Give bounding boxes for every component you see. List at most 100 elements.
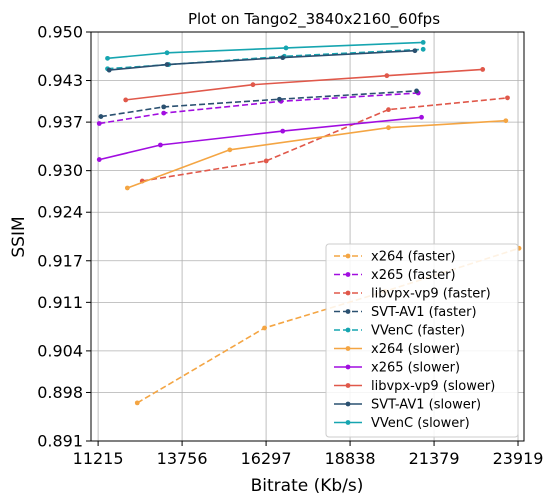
data-point — [262, 325, 267, 331]
legend-entry: x265 (slower) — [334, 361, 460, 376]
y-tick-label: 0.930 — [37, 161, 83, 180]
legend-label: x265 (slower) — [371, 361, 460, 376]
legend-entry: x265 (faster) — [334, 268, 456, 283]
data-point — [480, 67, 486, 72]
legend-entry: x264 (slower) — [334, 342, 460, 357]
series-8 — [106, 48, 418, 73]
legend-marker — [345, 327, 351, 333]
data-point — [386, 107, 391, 113]
x-tick-label: 11215 — [73, 449, 124, 468]
series-7 — [123, 67, 486, 103]
data-point — [384, 73, 390, 79]
x-tick-label: 23919 — [493, 449, 544, 468]
data-point — [386, 125, 391, 131]
series-9 — [105, 39, 426, 61]
ticks: 11215 13756 16297 18838 21379 23919 0.891 0.898… — [37, 23, 543, 469]
legend-label: SVT-AV1 (faster) — [371, 305, 477, 320]
series-line — [109, 49, 415, 71]
legend-marker — [345, 420, 351, 425]
data-point — [420, 46, 426, 52]
data-point — [414, 88, 419, 94]
data-point — [123, 97, 129, 103]
y-axis-title: SSIM — [9, 216, 29, 257]
y-tick-label: 0.891 — [37, 432, 83, 451]
series-line — [127, 119, 506, 189]
legend-label: libvpx-vp9 (slower) — [371, 379, 495, 394]
chart-title: Plot on Tango2_3840x2160_60fps — [188, 10, 440, 29]
series-line — [125, 68, 483, 101]
y-tick-label: 0.937 — [37, 113, 83, 132]
data-point — [164, 62, 170, 67]
data-point — [280, 55, 286, 61]
y-tick-label: 0.924 — [37, 203, 83, 222]
data-point — [134, 400, 140, 406]
legend-marker — [345, 401, 351, 407]
legend: x264 (faster) x265 (faster) libvpx-vp9 (fa… — [325, 243, 519, 438]
series-2 — [139, 95, 510, 184]
series-line — [142, 97, 508, 182]
data-point — [161, 104, 167, 110]
legend-entry: VVenC (slower) — [334, 416, 470, 431]
data-point — [227, 147, 233, 153]
data-point — [280, 128, 286, 134]
data-point — [503, 118, 509, 124]
legend-label: x264 (slower) — [371, 342, 460, 357]
series-3 — [98, 88, 419, 119]
legend-entry: libvpx-vp9 (faster) — [334, 287, 491, 302]
x-tick-label: 18838 — [325, 449, 376, 468]
legend-marker — [345, 290, 351, 296]
legend-frame — [325, 243, 519, 438]
series-line — [107, 41, 424, 60]
plot-frame — [90, 31, 525, 442]
data-point — [96, 121, 102, 126]
legend-label: SVT-AV1 (slower) — [371, 398, 481, 413]
legend-label: x265 (faster) — [371, 268, 456, 283]
series-5 — [124, 118, 509, 191]
y-tick-label: 0.898 — [37, 383, 83, 402]
x-tick-label: 21379 — [409, 449, 460, 468]
legend-entry: VVenC (faster) — [334, 324, 465, 339]
legend-entry: SVT-AV1 (slower) — [334, 398, 481, 413]
x-tick-label: 13756 — [157, 449, 208, 468]
series-layer — [96, 39, 522, 406]
y-tick-label: 0.917 — [37, 251, 83, 270]
series-line — [99, 116, 422, 161]
legend-label: libvpx-vp9 (faster) — [371, 287, 491, 302]
legend-marker — [345, 383, 351, 388]
legend-entry: libvpx-vp9 (slower) — [334, 379, 495, 394]
legend-marker — [345, 346, 351, 351]
legend-entry: SVT-AV1 (faster) — [334, 305, 477, 320]
series-line — [99, 92, 419, 125]
data-point — [283, 45, 289, 51]
legend-label: x264 (faster) — [371, 250, 456, 265]
data-point — [106, 67, 112, 73]
x-axis-title: Bitrate (Kb/s) — [251, 476, 364, 496]
data-point — [250, 82, 256, 88]
series-6 — [96, 114, 424, 162]
legend-marker — [345, 309, 351, 314]
y-tick-label: 0.911 — [37, 293, 83, 312]
series-line — [100, 90, 417, 118]
data-point — [161, 110, 167, 116]
x-tick-label: 16297 — [241, 449, 292, 468]
data-point — [105, 55, 110, 61]
y-tick-label: 0.904 — [37, 341, 83, 360]
data-point — [96, 157, 102, 162]
data-point — [412, 48, 418, 54]
legend-label: VVenC (faster) — [371, 324, 465, 339]
legend-marker — [345, 253, 351, 259]
legend-label: VVenC (slower) — [371, 416, 470, 431]
legend-marker — [345, 272, 351, 277]
data-point — [277, 96, 282, 102]
data-point — [124, 185, 130, 191]
y-tick-label: 0.950 — [37, 23, 83, 42]
data-point — [505, 95, 510, 101]
data-point — [419, 114, 424, 120]
y-tick-label: 0.943 — [37, 71, 83, 90]
data-point — [420, 39, 426, 45]
data-point — [158, 142, 163, 148]
data-point — [263, 158, 269, 164]
data-point — [164, 50, 170, 56]
data-point — [98, 114, 104, 119]
